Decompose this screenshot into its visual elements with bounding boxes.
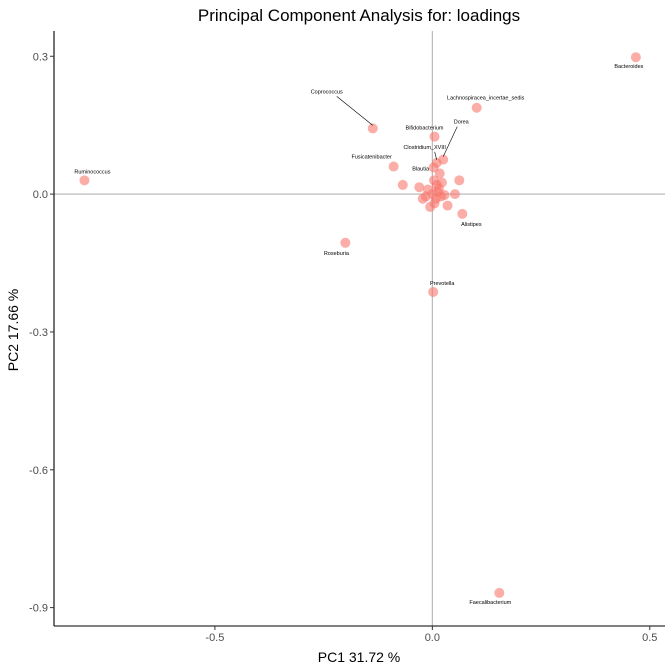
chart-title: Principal Component Analysis for: loadin… <box>198 6 520 25</box>
point-label: Blautia <box>412 166 430 172</box>
data-point <box>428 286 439 297</box>
data-point <box>630 52 641 63</box>
data-point <box>428 162 439 173</box>
data-point <box>430 193 441 204</box>
point-label: Lachnospiracea_incertae_sedis <box>447 96 525 102</box>
point-label: Clostridium_XVIII <box>403 145 446 151</box>
y-tick-label: 0.0 <box>33 189 48 201</box>
point-label: Bifidobacterium <box>406 126 444 132</box>
point-label: Roseburia <box>324 251 350 257</box>
data-point <box>397 179 408 190</box>
point-label: Prevotella <box>430 281 455 287</box>
x-tick-label: 0.0 <box>425 632 440 644</box>
data-point <box>388 161 399 172</box>
data-point <box>457 208 468 219</box>
data-point <box>422 184 433 195</box>
data-point <box>429 131 440 142</box>
data-point <box>367 123 378 134</box>
data-point <box>417 193 428 204</box>
data-point <box>494 587 505 598</box>
label-leader-line <box>336 96 373 126</box>
point-label: Alistipes <box>461 222 482 228</box>
data-point <box>340 237 351 248</box>
x-tick-label: -0.5 <box>205 632 224 644</box>
data-point <box>439 190 450 201</box>
data-point <box>79 175 90 186</box>
y-tick-label: -0.3 <box>29 327 48 339</box>
x-axis-title: PC1 31.72 % <box>318 649 401 665</box>
data-point <box>414 182 425 193</box>
y-tick-label: -0.9 <box>29 603 48 615</box>
y-tick-label: -0.6 <box>29 465 48 477</box>
point-label: Faecalibacterium <box>469 600 511 606</box>
label-leader-line <box>442 126 458 157</box>
y-tick-label: 0.3 <box>33 51 48 63</box>
y-axis-title: PC2 17.66 % <box>5 289 21 372</box>
point-label: Dorea <box>454 120 470 126</box>
x-tick-label: 0.5 <box>642 632 657 644</box>
data-point <box>429 175 440 186</box>
point-label: Fusicatenibacter <box>351 155 392 161</box>
data-point <box>433 183 444 194</box>
data-point <box>454 175 465 186</box>
data-point <box>471 102 482 113</box>
plot-panel: -0.5 0.0 0.5 0.3 0.0 -0.3 -0.6 -0.9 Bacteroides L… <box>29 31 665 644</box>
point-label: Bacteroides <box>614 64 643 70</box>
data-point <box>442 200 453 211</box>
label-leader-line <box>434 151 437 160</box>
point-label: Ruminococcus <box>74 169 110 175</box>
data-point <box>449 189 460 200</box>
point-label: Coprococcus <box>311 89 343 95</box>
